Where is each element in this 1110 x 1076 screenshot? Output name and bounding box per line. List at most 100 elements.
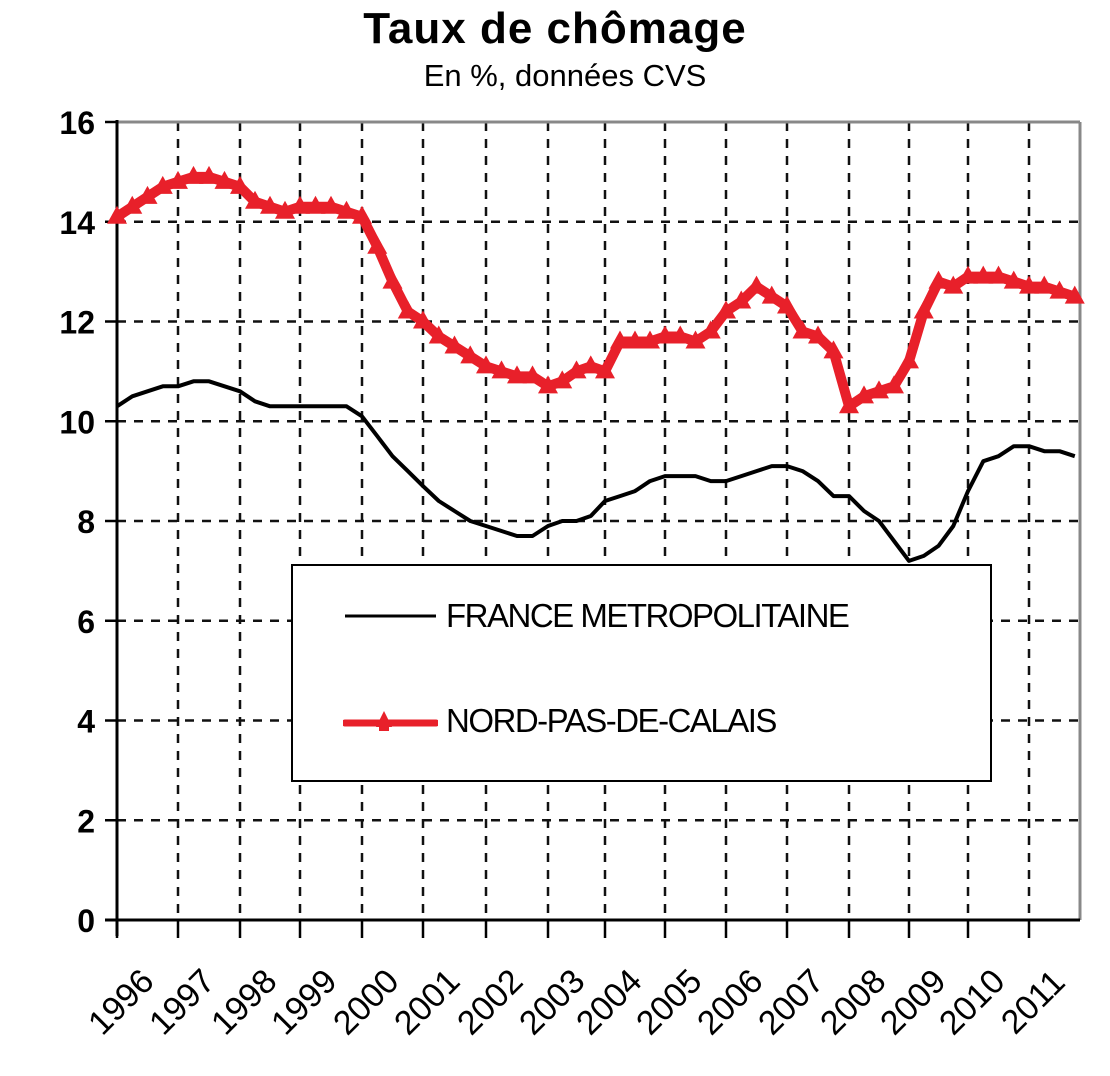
triangle-marker-icon bbox=[183, 165, 204, 184]
triangle-marker-icon bbox=[352, 205, 372, 224]
triangle-marker-icon bbox=[566, 360, 587, 379]
triangle-marker-icon bbox=[808, 325, 828, 344]
triangle-marker-icon bbox=[1064, 285, 1085, 304]
triangle-marker-icon bbox=[1003, 270, 1024, 289]
triangle-marker-icon bbox=[444, 335, 465, 354]
plot-frame bbox=[105, 120, 1082, 936]
y-axis: 0 2 4 6 8 10 12 14 16 bbox=[59, 105, 117, 939]
x-axis: 1996199719981999200020012002200320042005… bbox=[81, 920, 1073, 1042]
triangle-marker-icon bbox=[988, 265, 1009, 284]
triangle-marker-icon bbox=[869, 380, 889, 399]
x-tick-label: 1996 bbox=[81, 962, 161, 1042]
triangle-marker-icon bbox=[168, 170, 188, 189]
red-triangle-line-icon bbox=[343, 711, 438, 731]
triangle-marker-icon bbox=[428, 325, 449, 344]
triangle-marker-icon bbox=[507, 365, 527, 384]
triangle-marker-icon bbox=[913, 300, 934, 319]
x-tick-label: 1997 bbox=[142, 962, 222, 1042]
triangle-marker-icon bbox=[1049, 280, 1070, 299]
x-tick-label: 2001 bbox=[387, 962, 467, 1042]
x-tick-label: 2004 bbox=[569, 962, 649, 1042]
triangle-marker-icon bbox=[397, 300, 418, 319]
triangle-marker-icon bbox=[107, 205, 127, 224]
triangle-marker-icon bbox=[580, 355, 601, 374]
chart-title: Taux de chômage bbox=[363, 4, 747, 53]
triangle-marker-icon bbox=[700, 320, 721, 339]
triangle-marker-icon bbox=[746, 275, 767, 294]
triangle-marker-icon bbox=[122, 195, 143, 214]
triangle-marker-icon bbox=[943, 275, 964, 294]
triangle-marker-icon bbox=[321, 195, 341, 214]
triangle-marker-icon bbox=[460, 345, 481, 364]
triangle-marker-icon bbox=[839, 395, 859, 414]
triangle-marker-icon bbox=[777, 295, 797, 314]
triangle-marker-icon bbox=[367, 235, 388, 254]
series-line-france bbox=[115, 379, 1076, 563]
x-tick-label: 2008 bbox=[813, 962, 893, 1042]
chart-subtitle: En %, données CVS bbox=[423, 58, 707, 93]
triangle-marker-icon bbox=[522, 365, 543, 384]
x-tick-label: 2010 bbox=[932, 962, 1012, 1042]
triangle-marker-icon bbox=[899, 350, 919, 369]
legend-label-france: FRANCE METROPOLITAINE bbox=[446, 597, 850, 634]
y-tick-label: 12 bbox=[59, 305, 95, 341]
triangle-marker-icon bbox=[655, 325, 675, 344]
legend-label-nord-pas-de-calais: NORD-PAS-DE-CALAIS bbox=[446, 702, 777, 739]
triangle-marker-icon bbox=[716, 300, 736, 319]
y-tick-label: 0 bbox=[77, 903, 95, 939]
triangle-marker-icon bbox=[595, 360, 615, 379]
triangle-marker-icon bbox=[260, 195, 280, 214]
y-tick-label: 10 bbox=[59, 404, 95, 440]
legend: FRANCE METROPOLITAINE NORD-PAS-DE-CALAIS bbox=[291, 564, 992, 782]
triangle-marker-icon bbox=[413, 310, 433, 329]
y-tick-label: 4 bbox=[77, 704, 95, 740]
triangle-marker-icon bbox=[670, 325, 691, 344]
y-tick-label: 2 bbox=[77, 803, 95, 839]
triangle-marker-icon bbox=[476, 355, 496, 374]
black-line-icon bbox=[345, 614, 436, 618]
triangle-marker-icon bbox=[214, 170, 235, 189]
triangle-marker-icon bbox=[382, 270, 403, 289]
triangle-marker-icon bbox=[761, 285, 782, 304]
triangle-marker-icon bbox=[552, 370, 573, 389]
triangle-marker-icon bbox=[823, 340, 844, 359]
triangle-marker-icon bbox=[275, 200, 295, 219]
triangle-marker-icon bbox=[685, 330, 706, 349]
x-tick-label: 2009 bbox=[873, 962, 953, 1042]
y-tick-label: 6 bbox=[77, 604, 95, 640]
triangle-marker-icon bbox=[491, 360, 512, 379]
triangle-marker-icon bbox=[290, 195, 310, 214]
triangle-marker-icon bbox=[305, 195, 326, 214]
triangle-marker-icon bbox=[245, 190, 265, 209]
triangle-marker-icon bbox=[731, 290, 752, 309]
x-tick-label: 2007 bbox=[751, 962, 831, 1042]
triangle-marker-icon bbox=[928, 270, 949, 289]
triangle-marker-icon bbox=[792, 320, 813, 339]
x-tick-label: 1999 bbox=[264, 962, 344, 1042]
x-tick-label: 2006 bbox=[690, 962, 770, 1042]
x-tick-label: 2011 bbox=[994, 963, 1073, 1042]
y-tick-label: 8 bbox=[77, 504, 95, 540]
triangle-marker-icon bbox=[230, 175, 250, 194]
y-tick-label: 16 bbox=[59, 105, 95, 141]
data-series bbox=[107, 165, 1085, 563]
x-tick-label: 2000 bbox=[326, 962, 406, 1042]
triangle-marker-icon bbox=[199, 165, 219, 184]
triangle-marker-icon bbox=[336, 200, 357, 219]
triangle-marker-icon bbox=[958, 265, 978, 284]
y-tick-label: 14 bbox=[59, 205, 95, 241]
triangle-marker-icon bbox=[640, 330, 660, 349]
triangle-marker-icon bbox=[1019, 275, 1039, 294]
triangle-marker-icon bbox=[137, 185, 158, 204]
gridlines bbox=[117, 122, 1080, 920]
triangle-marker-icon bbox=[610, 330, 630, 349]
triangle-marker-icon bbox=[152, 175, 173, 194]
triangle-marker-icon bbox=[1034, 275, 1055, 294]
x-tick-label: 2002 bbox=[450, 962, 530, 1042]
triangle-marker-icon bbox=[854, 385, 874, 404]
triangle-marker-icon bbox=[538, 375, 558, 394]
x-tick-label: 2003 bbox=[512, 962, 592, 1042]
triangle-marker-icon bbox=[973, 265, 994, 284]
triangle-marker-icon bbox=[625, 330, 645, 349]
